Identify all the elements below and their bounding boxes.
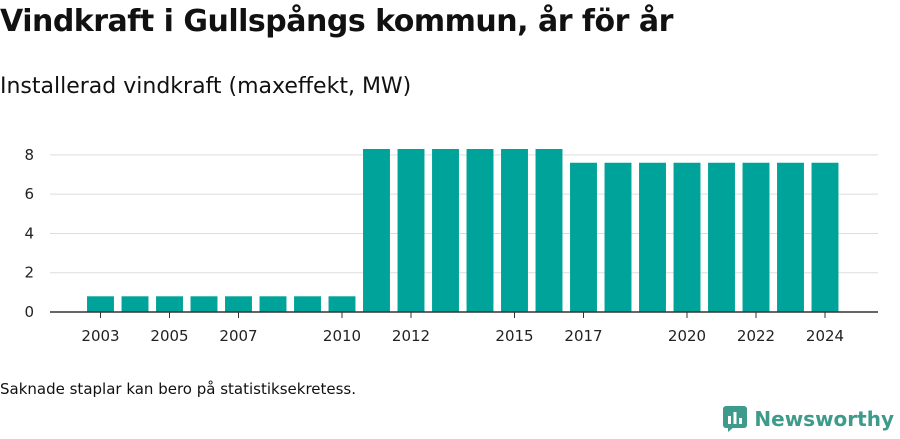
bar-2008 (259, 296, 287, 312)
bar-2010 (328, 296, 356, 312)
bar-2012 (397, 149, 425, 312)
bar-2021 (708, 162, 735, 312)
footnote: Saknade staplar kan bero på statistiksek… (0, 380, 357, 398)
bar-chart: 0 2 4 6 8 2003 2005 2007 2010 2012 2015 2017 2020 202… (24, 146, 878, 345)
brand-logo[interactable]: Newsworthy (722, 405, 894, 433)
bar-2014 (466, 149, 494, 312)
bar-2023 (777, 162, 804, 312)
y-tick-label-6: 6 (24, 185, 34, 203)
bar-2018 (604, 162, 632, 312)
chart-title: Vindkraft i Gullspångs kommun, år för år (0, 4, 673, 39)
bar-2013 (432, 149, 459, 312)
bar-2022 (742, 162, 770, 312)
x-tick-label-2010: 2010 (323, 327, 361, 345)
x-tick-label-2005: 2005 (150, 327, 188, 345)
y-tick-label-4: 4 (24, 224, 34, 242)
bar-2017 (570, 162, 597, 312)
x-tick-label-2012: 2012 (392, 327, 430, 345)
y-tick-label-8: 8 (24, 146, 34, 164)
bars (87, 149, 839, 312)
x-tick-label-2007: 2007 (219, 327, 257, 345)
bar-2019 (639, 162, 666, 312)
bar-2003 (87, 296, 114, 312)
x-tick-label-2024: 2024 (806, 327, 844, 345)
x-tick-label-2015: 2015 (495, 327, 533, 345)
bar-2009 (294, 296, 321, 312)
bar-2020 (673, 162, 701, 312)
chart-subtitle: Installerad vindkraft (maxeffekt, MW) (0, 74, 412, 99)
newsworthy-logo-icon (723, 406, 748, 432)
y-tick-label-0: 0 (24, 303, 34, 321)
grid-lines (50, 154, 878, 274)
bar-2015 (501, 149, 528, 312)
bar-2011 (363, 149, 390, 312)
bar-2004 (121, 296, 149, 312)
tick-labels: 0 2 4 6 8 2003 2005 2007 2010 2012 2015 2017 2020 202… (24, 146, 844, 345)
bar-2024 (811, 162, 839, 312)
bar-2007 (225, 296, 252, 312)
bar-2006 (190, 296, 218, 312)
bar-2005 (156, 296, 183, 312)
x-tick-label-2020: 2020 (668, 327, 706, 345)
brand-name: Newsworthy (754, 407, 894, 431)
x-axis (50, 311, 878, 318)
x-tick-label-2003: 2003 (81, 327, 119, 345)
x-tick-label-2022: 2022 (737, 327, 775, 345)
y-tick-label-2: 2 (24, 264, 34, 282)
bar-2016 (535, 149, 563, 312)
x-tick-label-2017: 2017 (564, 327, 602, 345)
